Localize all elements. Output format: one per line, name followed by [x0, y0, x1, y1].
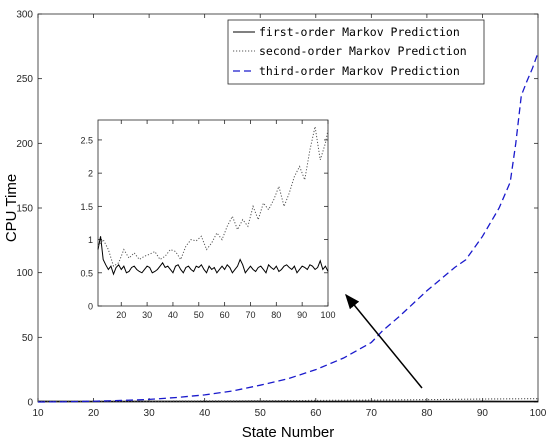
main-y-tick-label: 150: [16, 204, 33, 215]
inset-y-tick-label: 0: [88, 302, 93, 312]
main-x-tick-label: 40: [199, 408, 211, 419]
main-x-tick-label: 20: [88, 408, 100, 419]
inset-y-tick-label: 2: [88, 169, 93, 179]
main-series-group: [37, 52, 539, 403]
inset-x-tick-label: 20: [116, 310, 126, 320]
main-y-tick-label: 200: [16, 139, 33, 150]
legend-box: [227, 19, 485, 85]
main-x-tick-label: 90: [477, 408, 489, 419]
inset-series-line-2: [97, 126, 329, 267]
inset-x-tick-label: 80: [271, 310, 281, 320]
main-y-tick-label: 100: [16, 268, 33, 279]
main-x-tick-label: 70: [366, 408, 378, 419]
zoom-arrow: [345, 293, 423, 389]
main-x-tick-label: 60: [310, 408, 322, 419]
main-series-line-3: [37, 52, 539, 403]
inset-x-tick-label: 30: [142, 310, 152, 320]
inset-x-tick-label: 50: [194, 310, 204, 320]
inset-ticks: 20 30 40 50 60 70 80 90 100 0 0.5 1 1.5 2 2.5: [80, 120, 336, 320]
main-y-tick-label: 0: [27, 398, 33, 409]
legend-label-first-order: first-order Markov Prediction: [259, 25, 460, 39]
inset-x-tick-label: 40: [168, 310, 178, 320]
main-x-tick-label: 80: [421, 408, 433, 419]
inset-plot-area: [97, 119, 329, 307]
main-x-tick-label: 50: [255, 408, 267, 419]
legend-label-third-order: third-order Markov Prediction: [259, 64, 460, 78]
inset-series-line-1: [97, 236, 329, 276]
inset-x-tick-label: 70: [245, 310, 255, 320]
main-y-tick-label: 50: [22, 333, 34, 344]
main-x-tick-label: 30: [144, 408, 156, 419]
inset-x-tick-label: 60: [220, 310, 230, 320]
main-x-tick-label: 100: [530, 408, 547, 419]
legend: first-order Markov Prediction second-ord…: [227, 19, 485, 85]
main-x-tick-label: 10: [32, 408, 44, 419]
main-y-tick-label: 300: [16, 10, 33, 21]
inset-x-tick-label: 90: [297, 310, 307, 320]
inset-y-tick-label: 2.5: [80, 135, 93, 145]
inset-y-tick-label: 1: [88, 235, 93, 245]
legend-label-second-order: second-order Markov Prediction: [259, 44, 467, 58]
inset-x-tick-label: 100: [320, 310, 335, 320]
y-axis-label: CPU Time: [3, 174, 20, 242]
main-series-line-2: [37, 398, 539, 402]
inset-y-tick-label: 0.5: [80, 268, 93, 278]
x-axis-label: State Number: [242, 424, 335, 441]
inset-y-tick-label: 1.5: [80, 202, 93, 212]
inset-series-group: [97, 126, 329, 276]
main-y-tick-label: 250: [16, 74, 33, 85]
